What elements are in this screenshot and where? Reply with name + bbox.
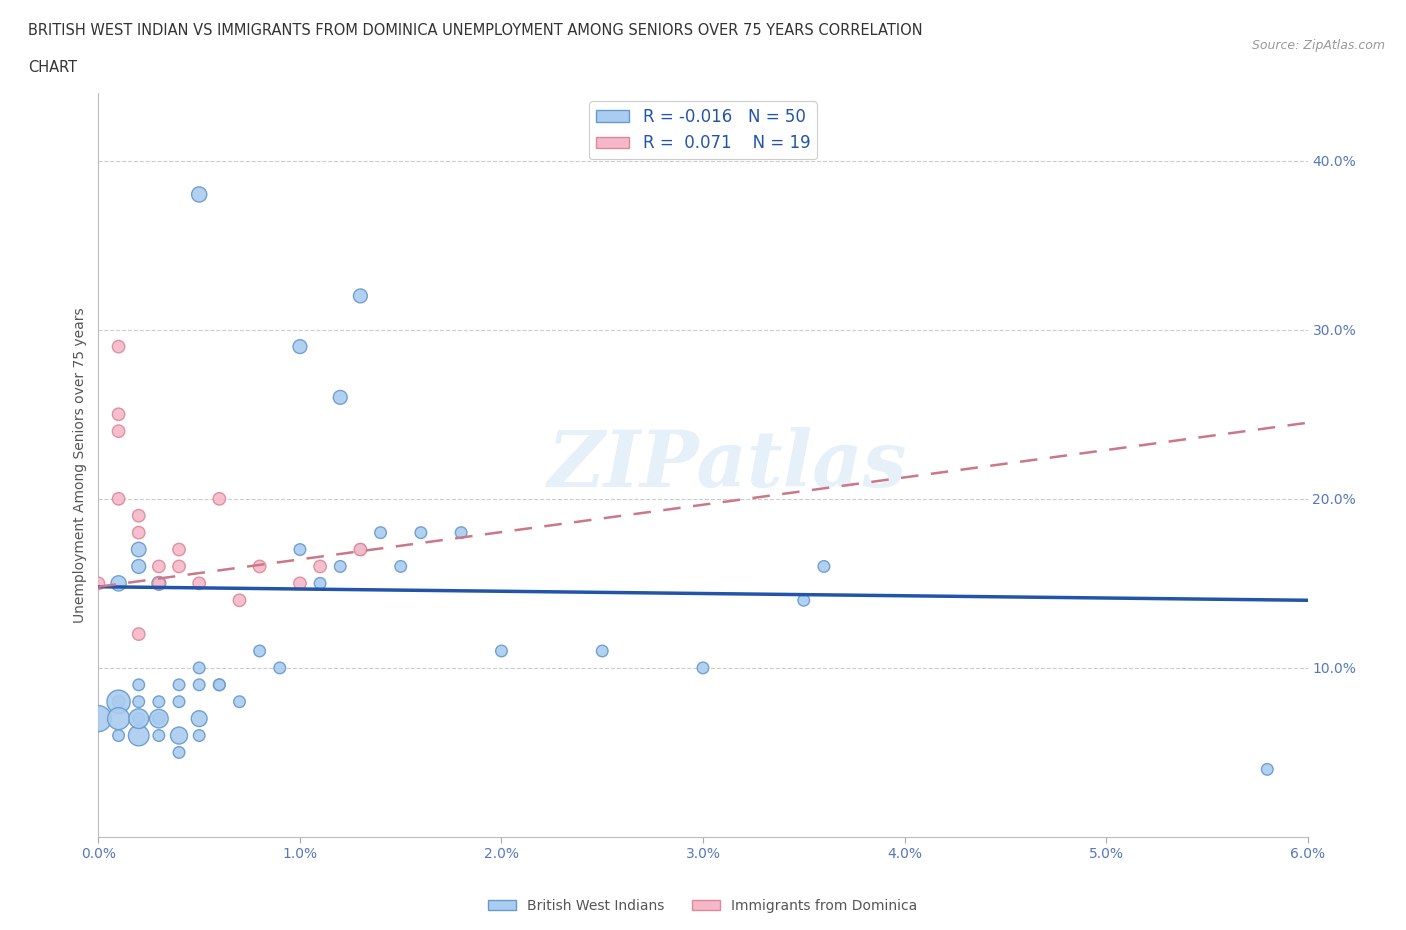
Point bbox=[128, 728, 150, 743]
Point bbox=[188, 187, 211, 202]
Point bbox=[269, 660, 291, 675]
Point bbox=[249, 559, 271, 574]
Point bbox=[107, 339, 129, 354]
Point bbox=[288, 542, 311, 557]
Point bbox=[349, 542, 371, 557]
Point bbox=[813, 559, 835, 574]
Point bbox=[591, 644, 613, 658]
Legend: British West Indians, Immigrants from Dominica: British West Indians, Immigrants from Do… bbox=[482, 894, 924, 919]
Point bbox=[107, 424, 129, 439]
Point bbox=[167, 542, 190, 557]
Point bbox=[491, 644, 513, 658]
Point bbox=[793, 592, 815, 607]
Point bbox=[228, 592, 250, 607]
Text: CHART: CHART bbox=[28, 60, 77, 75]
Point bbox=[188, 728, 211, 743]
Point bbox=[349, 542, 371, 557]
Point bbox=[107, 728, 129, 743]
Point bbox=[148, 695, 170, 710]
Text: BRITISH WEST INDIAN VS IMMIGRANTS FROM DOMINICA UNEMPLOYMENT AMONG SENIORS OVER : BRITISH WEST INDIAN VS IMMIGRANTS FROM D… bbox=[28, 23, 922, 38]
Point bbox=[370, 525, 392, 540]
Point bbox=[128, 627, 150, 642]
Point bbox=[128, 509, 150, 524]
Point bbox=[450, 525, 472, 540]
Point bbox=[107, 711, 129, 726]
Point bbox=[148, 711, 170, 726]
Point bbox=[148, 576, 170, 591]
Point bbox=[167, 559, 190, 574]
Point bbox=[107, 491, 129, 506]
Point bbox=[208, 677, 231, 692]
Point bbox=[107, 695, 129, 710]
Point bbox=[128, 559, 150, 574]
Point bbox=[349, 288, 371, 303]
Point bbox=[167, 745, 190, 760]
Point bbox=[128, 711, 150, 726]
Point bbox=[188, 576, 211, 591]
Point bbox=[409, 525, 432, 540]
Point bbox=[148, 711, 170, 726]
Point bbox=[167, 728, 190, 743]
Point bbox=[128, 525, 150, 540]
Point bbox=[148, 728, 170, 743]
Point bbox=[692, 660, 714, 675]
Text: Source: ZipAtlas.com: Source: ZipAtlas.com bbox=[1251, 39, 1385, 52]
Point bbox=[87, 576, 110, 591]
Point bbox=[167, 695, 190, 710]
Point bbox=[107, 695, 129, 710]
Point bbox=[228, 695, 250, 710]
Point bbox=[208, 677, 231, 692]
Point bbox=[1256, 762, 1278, 777]
Point bbox=[87, 711, 110, 726]
Point bbox=[288, 339, 311, 354]
Point bbox=[148, 559, 170, 574]
Point bbox=[188, 711, 211, 726]
Point bbox=[128, 677, 150, 692]
Point bbox=[288, 576, 311, 591]
Legend: R = -0.016   N = 50, R =  0.071    N = 19: R = -0.016 N = 50, R = 0.071 N = 19 bbox=[589, 101, 817, 159]
Point bbox=[309, 576, 332, 591]
Point bbox=[329, 559, 352, 574]
Point bbox=[329, 390, 352, 405]
Y-axis label: Unemployment Among Seniors over 75 years: Unemployment Among Seniors over 75 years bbox=[73, 307, 87, 623]
Point bbox=[188, 677, 211, 692]
Text: ZIPatlas: ZIPatlas bbox=[547, 427, 907, 503]
Point bbox=[128, 695, 150, 710]
Point bbox=[148, 576, 170, 591]
Point bbox=[188, 660, 211, 675]
Point bbox=[107, 406, 129, 421]
Point bbox=[107, 576, 129, 591]
Point bbox=[128, 542, 150, 557]
Point bbox=[128, 711, 150, 726]
Point bbox=[309, 559, 332, 574]
Point bbox=[249, 644, 271, 658]
Point bbox=[208, 491, 231, 506]
Point bbox=[389, 559, 412, 574]
Point bbox=[148, 711, 170, 726]
Point bbox=[167, 677, 190, 692]
